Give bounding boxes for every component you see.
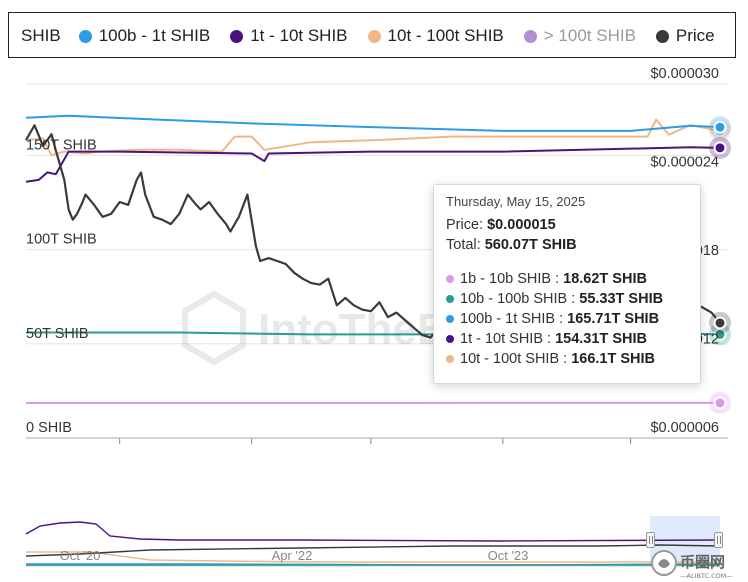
tooltip-rows: 1b - 10b SHIB :18.62T SHIB 10b - 100b SHI… <box>446 269 688 369</box>
series-line[interactable] <box>25 146 721 183</box>
navigator-left-handle[interactable] <box>646 532 655 548</box>
series-line[interactable] <box>25 124 721 355</box>
series-line[interactable] <box>25 114 721 132</box>
tooltip-price: Price: $0.000015 <box>446 215 688 235</box>
tooltip-total-label: Total: <box>446 237 481 253</box>
tooltip-row-dot <box>446 315 454 323</box>
legend-dot <box>655 29 669 43</box>
brand-badge-text: 币圈网 <box>680 553 725 571</box>
y-left-tick-label: 50T SHIB <box>26 326 89 342</box>
legend-dot <box>367 29 381 43</box>
tooltip-row-value: 166.1T SHIB <box>571 351 656 367</box>
series-end-marker[interactable] <box>713 396 727 410</box>
legend-label: 10t - 100t SHIB <box>387 26 504 45</box>
tooltip-total-value: 560.07T SHIB <box>484 237 577 253</box>
y-right-tick-label: $0.000006 <box>650 420 719 436</box>
tooltip-row-value: 154.31T SHIB <box>555 331 647 347</box>
tooltip-price-label: Price: <box>446 217 484 233</box>
legend-label: > 100t SHIB <box>543 26 636 45</box>
legend-item[interactable]: > 100t SHIB <box>523 26 636 46</box>
watermark-hex-icon <box>182 290 246 366</box>
tooltip-row-value: 18.62T SHIB <box>563 271 647 287</box>
legend-row: SHIB 100b - 1t SHIB 1t - 10t SHIB 10t - 10… <box>21 13 735 57</box>
legend-item[interactable]: 1t - 10t SHIB <box>230 26 348 46</box>
legend-item[interactable]: Price <box>655 26 715 46</box>
legend-label: Price <box>675 26 715 45</box>
legend-dot <box>523 29 537 43</box>
legend-label: 100b - 1t SHIB <box>98 26 211 45</box>
navigator-series-line <box>25 521 721 542</box>
tooltip-row-label: 10b - 100b SHIB : <box>460 291 576 307</box>
brand-badge-mark <box>658 559 670 568</box>
legend-items: 100b - 1t SHIB 1t - 10t SHIB 10t - 100t SH… <box>78 26 735 46</box>
tooltip-row: 100b - 1t SHIB :165.71T SHIB <box>446 309 688 329</box>
tooltip-row-dot <box>446 355 454 363</box>
tooltip-row-value: 165.71T SHIB <box>567 311 660 327</box>
legend-item[interactable]: 10t - 100t SHIB <box>367 26 504 46</box>
tooltip-row-label: 10t - 100t SHIB : <box>460 351 568 367</box>
series-end-marker[interactable] <box>713 316 727 330</box>
y-right-tick-label: $0.000024 <box>650 155 719 171</box>
navigator-series-line <box>25 544 721 557</box>
chart-tooltip: Thursday, May 15, 2025 Price: $0.000015 … <box>433 184 701 384</box>
tooltip-row-label: 100b - 1t SHIB : <box>460 311 564 327</box>
legend-dot <box>78 29 92 43</box>
brand-badge: 币圈网 —ALIBTC.COM— <box>651 550 733 580</box>
navigator-tick-label: Apr '22 <box>272 548 313 563</box>
series-end-marker[interactable] <box>713 120 727 134</box>
tooltip-row-dot <box>446 295 454 303</box>
tooltip-date: Thursday, May 15, 2025 <box>446 194 586 209</box>
legend-item[interactable]: 100b - 1t SHIB <box>78 26 211 46</box>
tooltip-row-dot <box>446 275 454 283</box>
navigator-right-handle[interactable] <box>714 532 723 548</box>
tooltip-row-dot <box>446 335 454 343</box>
tooltip-row-label: 1t - 10t SHIB : <box>460 331 552 347</box>
navigator-series-line <box>26 551 720 563</box>
y-left-tick-label: 150T SHIB <box>26 137 97 153</box>
tooltip-row: 10t - 100t SHIB :166.1T SHIB <box>446 349 688 369</box>
tooltip-total: Total: 560.07T SHIB <box>446 235 688 255</box>
navigator-tick-label: Oct '20 <box>60 548 101 563</box>
navigator-chart[interactable]: Oct '20 Apr '22 Oct '23 <box>0 512 748 582</box>
tooltip-price-value: $0.000015 <box>487 217 556 233</box>
legend-dot <box>230 29 244 43</box>
series-line[interactable] <box>25 118 721 157</box>
legend-lead: SHIB <box>21 26 61 45</box>
tooltip-row-value: 55.33T SHIB <box>579 291 664 307</box>
y-left-tick-label: 0 SHIB <box>26 420 72 436</box>
y-right-tick-label: $0.000030 <box>650 66 719 82</box>
y-left-tick-label: 100T SHIB <box>26 232 97 248</box>
tooltip-row: 1t - 10t SHIB :154.31T SHIB <box>446 329 688 349</box>
brand-badge-url: —ALIBTC.COM— <box>680 572 733 580</box>
legend-box: SHIB 100b - 1t SHIB 1t - 10t SHIB 10t - 10… <box>8 12 736 58</box>
tooltip-row: 10b - 100b SHIB :55.33T SHIB <box>446 289 688 309</box>
tooltip-row-label: 1b - 10b SHIB : <box>460 271 560 287</box>
legend-label: 1t - 10t SHIB <box>250 26 348 45</box>
tooltip-row: 1b - 10b SHIB :18.62T SHIB <box>446 269 688 289</box>
navigator-tick-label: Oct '23 <box>488 548 529 563</box>
series-end-marker[interactable] <box>713 141 727 155</box>
